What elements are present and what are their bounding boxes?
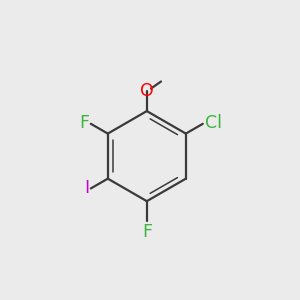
Text: F: F <box>142 223 152 241</box>
Text: Cl: Cl <box>205 114 222 132</box>
Text: F: F <box>79 114 89 132</box>
Text: I: I <box>84 179 89 197</box>
Text: O: O <box>140 82 154 100</box>
